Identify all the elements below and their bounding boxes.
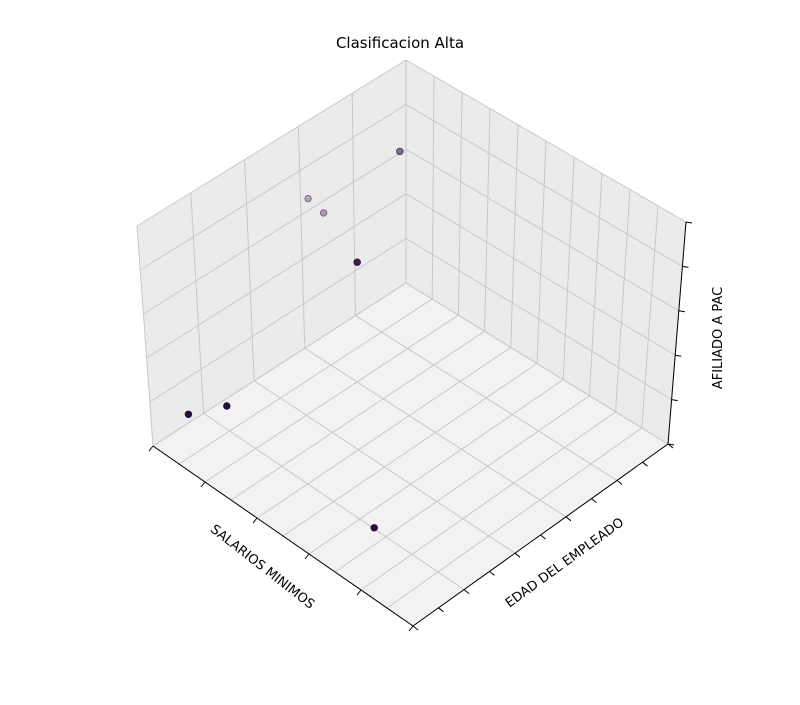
- right-wall-pane: [406, 60, 686, 444]
- x-axis-tick: [200, 481, 206, 488]
- data-point: [370, 524, 378, 532]
- y-axis-tick: [642, 461, 648, 467]
- left-wall-grid-x: [190, 192, 205, 414]
- y-axis-tick: [667, 443, 674, 449]
- floor-grid-y: [230, 330, 485, 501]
- right-wall-grid-z: [405, 237, 672, 401]
- right-wall-grid-y: [536, 140, 547, 364]
- data-point: [223, 402, 231, 410]
- data-points: [184, 147, 404, 532]
- floor-grid-y: [178, 298, 433, 465]
- floor-pane: [153, 283, 668, 626]
- floor-grid-y: [204, 314, 459, 483]
- left-wall-grid-z: [146, 193, 407, 359]
- x-axis-tick: [408, 625, 414, 632]
- data-point: [304, 194, 312, 203]
- y-axis-tick: [489, 571, 495, 576]
- y-axis-tick: [565, 516, 572, 522]
- y-axis-tick: [463, 589, 470, 594]
- left-wall-grid-z: [136, 59, 407, 227]
- right-wall-grid-y: [588, 173, 603, 396]
- right-wall-grid-z: [405, 104, 683, 267]
- chart-title: Clasificacion Alta: [336, 34, 464, 52]
- x-axis-tick: [148, 445, 154, 452]
- left-wall-grid-z: [139, 104, 407, 271]
- right-wall-grid-z: [405, 59, 687, 223]
- left-wall-grid-z: [143, 148, 407, 315]
- floor-grid-y: [334, 395, 590, 573]
- right-wall-grid-y: [615, 189, 631, 412]
- right-wall-grid-y: [510, 124, 519, 348]
- y-axis-tick: [540, 534, 546, 540]
- z-axis-tick: [667, 443, 675, 446]
- y-axis-tick: [412, 625, 419, 631]
- z-axis-tick: [682, 265, 689, 268]
- right-wall-grid-z: [405, 193, 676, 356]
- data-point: [353, 258, 361, 266]
- y-axis-tick: [438, 607, 444, 613]
- z-axis-line: [667, 221, 687, 445]
- left-wall-grid-x: [297, 126, 306, 349]
- floor-grid-y: [386, 427, 643, 609]
- right-wall-grid-y: [457, 92, 463, 316]
- y-axis-tick: [514, 552, 521, 558]
- floor-grid-y: [360, 411, 616, 591]
- left-wall-grid-z: [152, 282, 407, 447]
- data-point: [184, 410, 193, 418]
- data-point: [319, 209, 328, 217]
- z-axis-label: AFILIADO A PAC: [711, 287, 726, 389]
- right-wall-grid-z: [405, 282, 669, 445]
- y-axis-tick: [616, 480, 623, 485]
- left-wall-grid-x: [351, 93, 356, 316]
- right-wall-grid-y: [562, 157, 575, 380]
- z-axis-tick: [678, 310, 685, 313]
- axis-ticks: [148, 221, 693, 632]
- floor-grid-y: [256, 346, 512, 519]
- x-axis-tick: [304, 553, 310, 560]
- data-point: [396, 147, 404, 156]
- z-axis-tick: [675, 354, 682, 357]
- right-wall-grid-y: [431, 76, 435, 300]
- right-wall-grid-y: [484, 108, 491, 332]
- left-wall-grid-x: [244, 159, 255, 381]
- right-wall-grid-y: [641, 205, 659, 428]
- axis-panes: [137, 60, 686, 626]
- grid-lines: [136, 59, 687, 627]
- left-wall-grid-x: [136, 225, 154, 447]
- z-axis-tick: [671, 399, 678, 402]
- z-axis-tick: [685, 221, 693, 224]
- right-wall-grid-z: [405, 148, 680, 312]
- x-axis-tick: [252, 517, 258, 524]
- x-axis-line: [152, 445, 414, 627]
- floor-grid-y: [308, 379, 564, 555]
- left-wall-grid-z: [149, 237, 407, 403]
- floor-grid-y: [282, 363, 538, 537]
- x-axis-tick: [356, 589, 362, 596]
- y-axis-tick: [591, 498, 597, 503]
- left-wall-pane: [137, 60, 406, 446]
